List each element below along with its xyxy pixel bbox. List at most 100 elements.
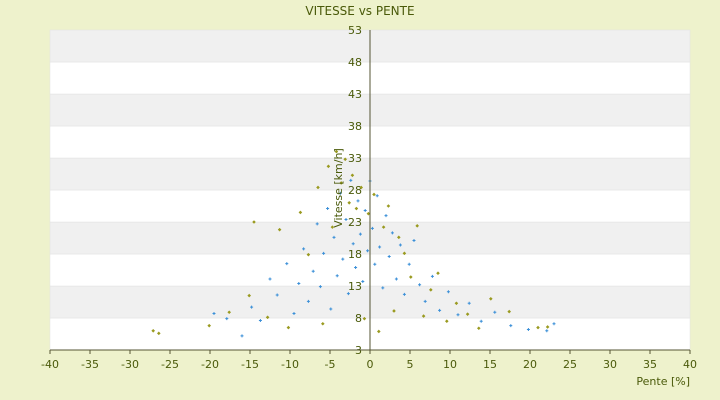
axes: [49, 30, 691, 354]
data-point-blue: [526, 328, 530, 332]
y-tick-label: 23: [348, 216, 362, 229]
data-point-blue: [326, 207, 330, 211]
y-tick-label: 33: [348, 152, 362, 165]
x-tick-label: 40: [683, 358, 697, 371]
data-point-blue: [225, 317, 229, 321]
data-point-blue: [354, 265, 358, 269]
data-point-blue: [292, 312, 296, 316]
data-point-olive: [321, 321, 325, 326]
x-tick-label: 0: [367, 358, 374, 371]
data-point-olive: [409, 275, 413, 279]
data-point-blue: [268, 277, 272, 281]
x-tick-label: -15: [241, 358, 259, 371]
y-tick-label: 28: [348, 184, 362, 197]
x-tick-label: 5: [407, 358, 414, 371]
data-point-blue: [356, 199, 360, 203]
data-point-olive: [507, 309, 511, 314]
y-tick-label: 8: [355, 312, 362, 325]
data-point-olive: [252, 220, 256, 224]
data-point-olive: [157, 331, 161, 336]
x-tick-label: -5: [325, 358, 336, 371]
data-point-blue: [344, 217, 348, 221]
data-point-olive: [326, 164, 331, 169]
data-point-blue: [390, 231, 394, 235]
data-point-blue: [315, 222, 319, 226]
y-axis-label: Vitesse [km/h]: [332, 148, 345, 228]
x-axis-label: Pente [%]: [636, 375, 690, 388]
data-point-blue: [370, 226, 374, 230]
data-point-blue: [341, 257, 345, 261]
x-tick-label: 10: [443, 358, 457, 371]
data-point-olive: [339, 181, 343, 185]
data-point-blue: [394, 277, 398, 281]
data-point-blue: [329, 307, 333, 311]
data-point-olive: [277, 227, 282, 232]
y-tick-label: 18: [348, 248, 362, 261]
data-point-olive: [489, 297, 493, 301]
data-point-blue: [349, 178, 353, 182]
data-point-olive: [306, 252, 311, 257]
data-point-blue: [335, 274, 339, 278]
data-point-olive: [207, 323, 211, 328]
data-point-blue: [398, 243, 402, 247]
x-tick-label: 25: [563, 358, 577, 371]
data-point-blue: [545, 329, 549, 333]
data-point-blue: [322, 251, 326, 255]
data-point-blue: [361, 280, 365, 284]
data-point-blue: [407, 262, 411, 266]
data-point-blue: [423, 299, 427, 303]
data-point-olive: [436, 271, 440, 275]
data-point-blue: [430, 274, 434, 278]
data-point-olive: [372, 192, 376, 197]
data-point-blue: [250, 305, 254, 309]
data-point-olive: [415, 224, 419, 228]
y-tick-labels: 38131823283338434853: [348, 24, 362, 357]
data-point-olive: [477, 326, 481, 331]
data-point-olive: [247, 293, 251, 298]
data-point-blue: [306, 299, 310, 303]
data-point-olive: [465, 312, 470, 316]
data-point-olive: [402, 251, 407, 256]
data-point-blue: [318, 285, 322, 289]
data-point-blue: [297, 281, 301, 285]
x-tick-label: -10: [281, 358, 299, 371]
data-point-olive: [354, 206, 359, 211]
data-point-blue: [384, 214, 388, 218]
data-point-olive: [265, 315, 270, 320]
data-point-blue: [375, 194, 379, 198]
data-point-olive: [359, 185, 363, 190]
data-point-blue: [285, 262, 289, 266]
data-point-blue: [346, 292, 350, 296]
data-point-blue: [456, 313, 460, 317]
data-point-olive: [429, 288, 433, 292]
y-tick-label: 43: [348, 88, 362, 101]
data-point-blue: [378, 245, 382, 249]
data-point-olive: [330, 225, 335, 229]
data-point-olive: [298, 210, 303, 215]
data-points: [151, 149, 556, 338]
data-point-olive: [545, 325, 550, 329]
data-point-olive: [151, 329, 155, 333]
data-point-olive: [286, 325, 291, 330]
data-point-blue: [479, 319, 483, 323]
data-point-blue: [363, 208, 367, 212]
x-tick-label: 30: [603, 358, 617, 371]
data-point-olive: [366, 211, 371, 216]
data-point-olive: [343, 157, 347, 162]
x-tick-label: 15: [483, 358, 497, 371]
data-point-blue: [412, 239, 416, 243]
x-tick-label: 20: [523, 358, 537, 371]
data-point-blue: [240, 334, 244, 338]
x-tick-labels: -40 -35 -30 -25 -20 -15 -10 -5 0 5 10 15 20 25 30 35 40: [41, 358, 697, 371]
data-point-olive: [392, 309, 396, 313]
data-point-blue: [338, 191, 342, 195]
data-point-blue: [366, 249, 370, 253]
data-point-blue: [402, 292, 406, 296]
data-point-blue: [509, 324, 513, 328]
x-tick-label: 35: [643, 358, 657, 371]
data-point-blue: [275, 293, 279, 297]
data-point-blue: [493, 310, 497, 314]
data-point-olive: [536, 325, 540, 330]
y-tick-label: 53: [348, 24, 362, 37]
